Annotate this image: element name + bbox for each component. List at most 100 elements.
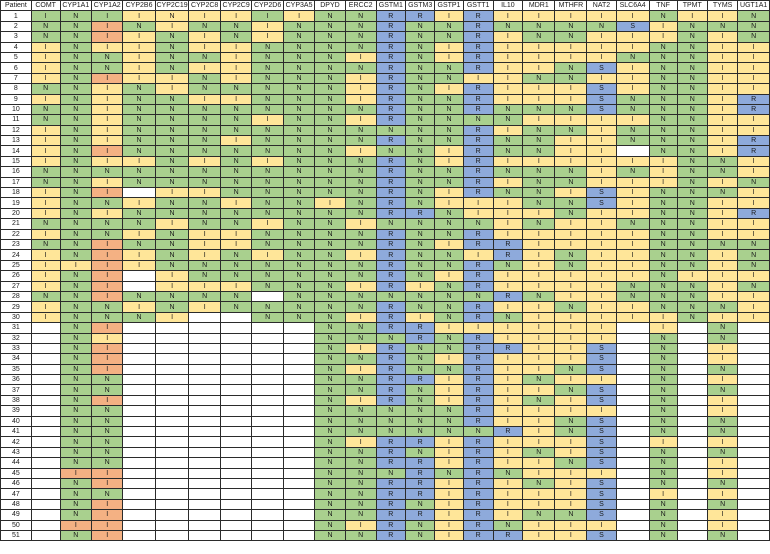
genotype-cell: N: [676, 155, 708, 168]
genotype-cell: N: [251, 41, 284, 53]
genotype-cell: I: [706, 436, 739, 448]
genotype-cell: R: [375, 135, 407, 147]
genotype-cell: R: [492, 290, 524, 303]
genotype-cell: [219, 477, 253, 490]
genotype-cell: N: [154, 197, 190, 209]
genotype-cell: I: [706, 509, 739, 521]
genotype-cell: N: [282, 280, 316, 292]
genotype-cell: I: [615, 207, 650, 220]
genotype-cell: R: [462, 394, 494, 407]
genotype-cell: N: [90, 311, 124, 324]
genotype-cell: N: [314, 332, 346, 344]
genotype-cell: I: [522, 259, 556, 272]
genotype-cell: R: [492, 529, 524, 542]
genotype-cell: I: [344, 51, 377, 64]
genotype-cell: [615, 519, 650, 531]
genotype-cell: I: [706, 249, 739, 261]
table-row: 14 I N I N N N N N N N I N N I R N N I I N N I R: [0, 145, 770, 157]
patient-id-cell: 42: [0, 436, 32, 448]
genotype-cell: I: [492, 280, 524, 292]
genotype-cell: N: [522, 477, 556, 490]
genotype-cell: I: [706, 51, 739, 64]
genotype-cell: I: [706, 114, 739, 126]
genotype-cell: I: [492, 218, 524, 230]
genotype-cell: [122, 477, 156, 490]
genotype-cell: N: [434, 259, 464, 272]
genotype-cell: [188, 467, 221, 479]
genotype-cell: I: [492, 394, 524, 407]
genotype-cell: N: [188, 270, 221, 282]
genotype-cell: I: [188, 41, 221, 53]
genotype-cell: N: [676, 197, 708, 209]
patient-id-cell: 2: [0, 20, 32, 33]
genotype-cell: I: [462, 207, 494, 220]
genotype-cell: I: [188, 31, 221, 43]
genotype-cell: I: [554, 155, 588, 168]
genotype-cell: I: [522, 62, 556, 74]
column-header: CYP3A5: [282, 0, 316, 12]
genotype-cell: N: [375, 467, 407, 479]
genotype-cell: [737, 394, 770, 407]
genotype-cell: [30, 467, 61, 479]
genotype-cell: N: [434, 342, 464, 355]
column-header: SLC6A4: [615, 0, 650, 12]
genotype-cell: N: [90, 425, 124, 438]
genotype-cell: N: [90, 218, 124, 230]
genotype-cell: R: [375, 457, 407, 469]
genotype-cell: I: [648, 488, 678, 500]
genotype-cell: N: [462, 114, 494, 126]
genotype-cell: I: [90, 93, 124, 105]
genotype-cell: N: [648, 353, 678, 365]
genotype-cell: I: [522, 83, 556, 95]
genotype-cell: [188, 384, 221, 396]
genotype-cell: N: [648, 301, 678, 313]
table-row: 11 N N I N N N N I N N I R N N N N I I I I N N I I: [0, 114, 770, 126]
genotype-cell: N: [251, 135, 284, 147]
genotype-cell: [282, 374, 316, 386]
genotype-cell: N: [251, 62, 284, 74]
genotype-cell: N: [154, 51, 190, 64]
patient-id-cell: 17: [0, 176, 32, 189]
genotype-cell: I: [30, 228, 61, 241]
genotype-cell: I: [706, 467, 739, 479]
genotype-cell: N: [648, 332, 678, 344]
genotype-cell: N: [648, 446, 678, 459]
patient-id-cell: 3: [0, 31, 32, 43]
genotype-cell: S: [586, 394, 617, 407]
genotype-cell: N: [219, 187, 253, 199]
genotype-cell: N: [59, 405, 93, 417]
genotype-cell: N: [59, 62, 93, 74]
genotype-cell: [154, 467, 190, 479]
genotype-cell: [251, 290, 284, 303]
genotype-cell: R: [462, 311, 494, 324]
genotype-cell: I: [90, 394, 124, 407]
genotype-cell: N: [404, 62, 436, 74]
genotype-cell: I: [586, 124, 617, 137]
genotype-cell: I: [615, 114, 650, 126]
genotype-cell: N: [59, 322, 93, 334]
genotype-cell: N: [615, 218, 650, 230]
genotype-cell: N: [188, 51, 221, 64]
column-header: CYP1A2: [90, 0, 124, 12]
genotype-cell: N: [648, 124, 678, 137]
genotype-cell: R: [462, 457, 494, 469]
genotype-cell: N: [30, 114, 61, 126]
genotype-cell: [188, 374, 221, 386]
genotype-cell: N: [90, 405, 124, 417]
patient-id-cell: 31: [0, 322, 32, 334]
genotype-cell: N: [676, 207, 708, 220]
genotype-cell: N: [314, 114, 346, 126]
genotype-cell: I: [522, 332, 556, 344]
genotype-cell: N: [188, 207, 221, 220]
genotype-cell: N: [434, 72, 464, 85]
genotype-cell: [30, 509, 61, 521]
genotype-cell: I: [706, 83, 739, 95]
genotype-cell: N: [59, 498, 93, 511]
genotype-cell: N: [314, 218, 346, 230]
genotype-cell: [219, 415, 253, 428]
column-header: TPMT: [676, 0, 708, 12]
genotype-cell: N: [122, 218, 156, 230]
genotype-cell: N: [404, 228, 436, 241]
genotype-cell: I: [522, 207, 556, 220]
